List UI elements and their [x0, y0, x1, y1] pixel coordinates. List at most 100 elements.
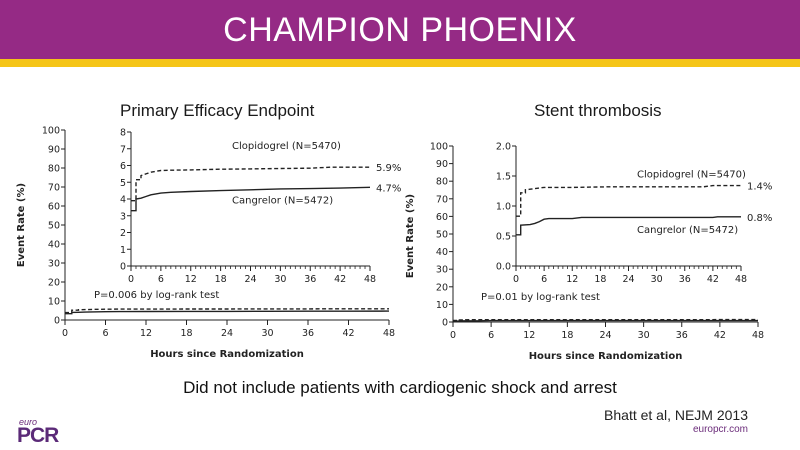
stent-outer-line-clopidogrel	[453, 318, 758, 322]
stent-inset-y-tick-label: 0.5	[496, 232, 511, 243]
efficacy-legend-cangrelor: Cangrelor (N=5472)	[232, 195, 333, 206]
stent-legend-cangrelor: Cangrelor (N=5472)	[637, 225, 738, 236]
stent-outer-x-tick-label: 0	[450, 330, 456, 341]
europcr-logo: PCR	[17, 424, 59, 447]
stent-outer-y-tick-label: 40	[436, 247, 448, 258]
stent-inset-x-tick-label: 42	[707, 274, 719, 285]
stent-outer-y-tick-label: 20	[436, 282, 448, 293]
efficacy-outer-x-tick-label: 18	[180, 328, 192, 339]
stent-outer-x-tick-label: 30	[638, 330, 650, 341]
efficacy-legend-clopidogrel: Clopidogrel (N=5470)	[232, 141, 341, 152]
efficacy-inset-x-tick-label: 42	[334, 274, 346, 285]
header-bar	[0, 0, 800, 59]
efficacy-inset-x-tick-label: 12	[185, 274, 197, 285]
stent-outer-y-tick-label: 90	[436, 159, 448, 170]
efficacy-outer-y-tick-label: 10	[48, 297, 60, 308]
stent-legend-clopidogrel: Clopidogrel (N=5470)	[637, 170, 746, 181]
stent-outer-x-tick-label: 42	[714, 330, 726, 341]
efficacy-outer-y-tick-label: 50	[48, 221, 60, 232]
efficacy-inset-line-clopidogrel	[131, 166, 370, 202]
efficacy-pvalue-annotation: P=0.006 by log-rank test	[94, 290, 219, 301]
efficacy-x-axis-title: Hours since Randomization	[150, 349, 304, 360]
stent-end-label-clopidogrel: 1.4%	[747, 182, 772, 193]
logo-euro-text: euro	[19, 417, 38, 427]
stent-inset-y-tick-label: 1.0	[496, 202, 511, 213]
efficacy-outer-y-tick-label: 100	[42, 126, 60, 137]
stent-outer-x-tick-label: 6	[488, 330, 494, 341]
stent-outer-y-tick-label: 10	[436, 300, 448, 311]
efficacy-outer-line-cangrelor	[65, 310, 390, 315]
efficacy-outer-y-tick-label: 40	[48, 240, 60, 251]
efficacy-inset-y-tick-label: 5	[120, 178, 126, 189]
stent-outer-line-cangrelor	[453, 319, 758, 322]
stent-inset-y-tick-label: 2.0	[496, 142, 511, 153]
stent-inset-y-tick-label: 1.5	[496, 172, 511, 183]
stent-inset-x-tick-label: 48	[735, 274, 747, 285]
chart-title-stent: Stent thrombosis	[534, 101, 662, 120]
efficacy-inset-y-tick-label: 2	[120, 228, 126, 239]
stent-inset-x-tick-label: 30	[651, 274, 663, 285]
efficacy-inset-line-cangrelor	[131, 186, 371, 212]
efficacy-inset-x-tick-label: 18	[215, 274, 227, 285]
efficacy-inset-x-tick-label: 30	[274, 274, 286, 285]
efficacy-outer-y-tick-label: 70	[48, 183, 60, 194]
efficacy-y-axis-title: Event Rate (%)	[16, 183, 27, 267]
slide-title: CHAMPION PHOENIX	[223, 11, 577, 49]
header-stripe	[0, 59, 800, 67]
stent-x-axis-title: Hours since Randomization	[529, 351, 683, 362]
efficacy-outer-x-tick-label: 42	[342, 328, 354, 339]
stent-outer-y-tick-label: 70	[436, 194, 448, 205]
stent-pvalue-annotation: P=0.01 by log-rank test	[481, 292, 600, 303]
citation: Bhatt et al, NEJM 2013	[604, 407, 748, 423]
efficacy-inset-y-tick-label: 8	[120, 128, 126, 139]
efficacy-outer-x-tick-label: 6	[102, 328, 108, 339]
efficacy-end-label-clopidogrel: 5.9%	[376, 163, 401, 174]
efficacy-inset-y-tick-label: 4	[120, 195, 126, 206]
stent-inset-line-clopidogrel	[516, 184, 741, 217]
stent-end-label-cangrelor: 0.8%	[747, 213, 772, 224]
efficacy-end-label-cangrelor: 4.7%	[376, 183, 401, 194]
efficacy-inset-x-tick-label: 24	[244, 274, 256, 285]
stent-outer-y-tick-label: 60	[436, 212, 448, 223]
stent-outer-x-tick-label: 24	[599, 330, 611, 341]
stent-inset-x-tick-label: 0	[513, 274, 519, 285]
stent-inset-x-tick-label: 24	[622, 274, 634, 285]
efficacy-outer-y-tick-label: 60	[48, 202, 60, 213]
efficacy-outer-x-tick-label: 0	[62, 328, 68, 339]
stent-inset-x-tick-label: 18	[594, 274, 606, 285]
efficacy-outer-x-tick-label: 12	[140, 328, 152, 339]
efficacy-outer-y-tick-label: 0	[54, 316, 60, 327]
stent-inset-line-cangrelor	[516, 216, 741, 236]
efficacy-inset-y-tick-label: 3	[120, 211, 126, 222]
efficacy-inset-y-tick-label: 1	[120, 245, 126, 256]
stent-inset-x-tick-label: 12	[566, 274, 578, 285]
efficacy-inset-y-tick-label: 0	[120, 262, 126, 273]
efficacy-inset-x-tick-label: 36	[304, 274, 316, 285]
stent-inset-x-tick-label: 6	[541, 274, 547, 285]
efficacy-inset-x-tick-label: 48	[364, 274, 376, 285]
stent-outer-y-tick-label: 100	[430, 142, 448, 153]
stent-outer-x-tick-label: 48	[752, 330, 764, 341]
efficacy-inset-x-tick-label: 6	[158, 274, 164, 285]
stent-outer-x-tick-label: 36	[676, 330, 688, 341]
stent-outer-x-tick-label: 12	[523, 330, 535, 341]
stent-y-axis-title: Event Rate (%)	[405, 194, 416, 278]
efficacy-outer-y-tick-label: 90	[48, 145, 60, 156]
efficacy-inset-y-tick-label: 6	[120, 161, 126, 172]
stent-outer-x-tick-label: 18	[561, 330, 573, 341]
stent-outer-y-tick-label: 80	[436, 177, 448, 188]
efficacy-inset-y-tick-label: 7	[120, 144, 126, 155]
stent-inset-y-tick-label: 0.0	[496, 262, 511, 273]
stent-outer-y-tick-label: 0	[442, 318, 448, 329]
chart-title-efficacy: Primary Efficacy Endpoint	[120, 101, 315, 120]
footnote: Did not include patients with cardiogeni…	[183, 378, 617, 397]
stent-outer-y-tick-label: 30	[436, 265, 448, 276]
website-link[interactable]: europcr.com	[692, 424, 748, 435]
efficacy-outer-y-tick-label: 20	[48, 278, 60, 289]
efficacy-outer-y-tick-label: 30	[48, 259, 60, 270]
efficacy-outer-x-tick-label: 30	[261, 328, 273, 339]
efficacy-outer-y-tick-label: 80	[48, 164, 60, 175]
efficacy-outer-x-tick-label: 48	[383, 328, 395, 339]
efficacy-inset-x-tick-label: 0	[128, 274, 134, 285]
